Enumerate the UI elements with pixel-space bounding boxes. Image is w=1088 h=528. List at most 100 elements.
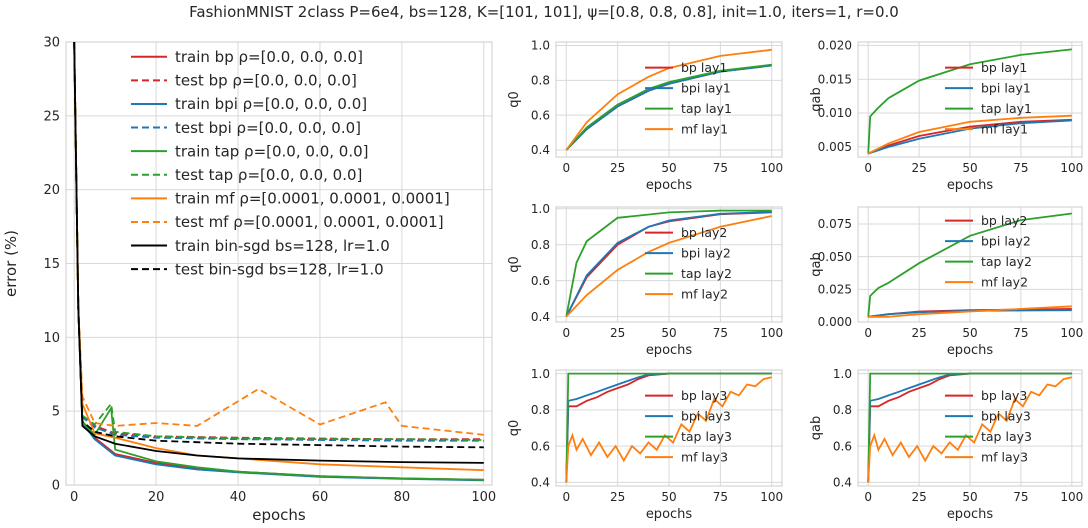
y-tick-label: 1.0 (531, 39, 550, 53)
series-line-bp (867, 118, 1072, 155)
legend-label: bp lay1 (681, 60, 727, 75)
x-tick-label: 25 (911, 490, 926, 504)
x-tick-label: 50 (962, 326, 977, 340)
qab_lay1-axes: 0 25 50 75 100 0.005 0.010 0.015 0.020 epochs qab b… (809, 39, 1083, 193)
x-tick-label: 80 (394, 490, 411, 505)
x-tick-label: 100 (760, 161, 783, 175)
series-line-mf (565, 376, 772, 483)
y-tick-label: 0.6 (531, 274, 550, 288)
series-line-bpi (565, 211, 772, 318)
y-tick-label: 0.020 (818, 39, 852, 53)
y-tick-label: 0.075 (818, 217, 852, 231)
x-axis-label: epochs (646, 343, 693, 358)
y-axis-label: qab (809, 87, 824, 111)
x-tick-label: 100 (760, 326, 783, 340)
legend-label: tap lay1 (681, 101, 732, 116)
y-tick-label: 0.000 (818, 315, 852, 329)
y-tick-label: 0.4 (531, 310, 550, 324)
x-tick-label: 100 (760, 490, 783, 504)
x-tick-label: 75 (713, 326, 728, 340)
x-tick-label: 50 (661, 490, 676, 504)
legend-label: tap lay3 (681, 429, 732, 444)
x-tick-label: 0 (864, 490, 872, 504)
legend-label: bp lay2 (681, 225, 727, 240)
axes-frame (65, 41, 493, 486)
x-axis-label: epochs (646, 507, 693, 522)
qab_lay2-axes: 0 25 50 75 100 0.000 0.025 0.050 0.075 epochs qab b… (809, 206, 1083, 358)
y-tick-label: 0.6 (833, 439, 852, 453)
y-tick-label: 0.025 (818, 283, 852, 297)
x-axis-label: epochs (947, 507, 994, 522)
legend-label: tap lay1 (981, 101, 1032, 116)
y-tick-label: 0.050 (818, 250, 852, 264)
y-tick-label: 10 (43, 331, 60, 346)
x-tick-label: 0 (864, 161, 872, 175)
series-line-sgd-test (73, 42, 484, 449)
y-tick-label: 1.0 (833, 367, 852, 381)
legend-label: mf lay1 (681, 122, 728, 137)
y-tick-label: 25 (43, 109, 60, 124)
legend-label: test tap ρ=[0.0, 0.0, 0.0] (175, 166, 362, 184)
y-axis-label: q0 (507, 420, 522, 437)
x-tick-label: 0 (562, 326, 570, 340)
series-line-mf (867, 114, 1072, 155)
series-line-mf (565, 215, 772, 318)
legend-label: bp lay2 (981, 213, 1027, 228)
x-tick-label: 50 (661, 161, 676, 175)
x-tick-label: 100 (1060, 326, 1083, 340)
legend-label: test mf ρ=[0.0001, 0.0001, 0.0001] (175, 213, 444, 231)
x-tick-label: 20 (148, 490, 165, 505)
legend-label: bpi lay1 (981, 81, 1031, 96)
legend-label: mf lay2 (681, 287, 728, 302)
legend-label: mf lay2 (981, 275, 1028, 290)
figure-title: FashionMNIST 2class P=6e4, bs=128, K=[10… (189, 3, 899, 21)
axes-frame (555, 206, 783, 323)
x-tick-label: 75 (713, 161, 728, 175)
x-tick-label: 75 (1013, 490, 1028, 504)
legend-label: mf lay3 (681, 450, 728, 465)
axes-frame (857, 369, 1083, 487)
y-tick-label: 15 (43, 257, 60, 272)
legend-label: bpi lay3 (681, 409, 731, 424)
series-line-tap (867, 372, 1072, 483)
x-tick-label: 0 (864, 326, 872, 340)
y-tick-label: 0.005 (818, 140, 852, 154)
x-tick-label: 0 (562, 490, 570, 504)
legend-label: bp lay1 (981, 60, 1027, 75)
q0_lay3-axes: 0 25 50 75 100 0.4 0.6 0.8 1.0 epochs q0 bp lay3 bpi… (507, 367, 783, 522)
y-tick-label: 20 (43, 183, 60, 198)
axes-frame (857, 206, 1083, 323)
legend-label: train bpi ρ=[0.0, 0.0, 0.0] (175, 95, 367, 113)
y-tick-label: 0.015 (818, 72, 852, 86)
y-tick-label: 30 (43, 36, 60, 51)
legend-label: bpi lay3 (981, 409, 1031, 424)
legend-label: test bpi ρ=[0.0, 0.0, 0.0] (175, 119, 361, 137)
axes-frame (555, 41, 783, 158)
y-tick-label: 1.0 (531, 367, 550, 381)
x-tick-label: 0 (70, 490, 78, 505)
axes-frame (555, 369, 783, 487)
legend-label: bpi lay2 (681, 246, 731, 261)
y-axis-label: error (%) (2, 230, 20, 297)
qab_lay3-axes: 0 25 50 75 100 0.4 0.6 0.8 1.0 epochs qab bp lay3 bp… (809, 367, 1083, 522)
x-tick-label: 100 (1060, 161, 1083, 175)
x-tick-label: 40 (230, 490, 247, 505)
y-tick-label: 1.0 (531, 202, 550, 216)
x-tick-label: 50 (661, 326, 676, 340)
y-axis-label: q0 (507, 256, 522, 273)
x-tick-label: 75 (1013, 326, 1028, 340)
x-tick-label: 25 (911, 161, 926, 175)
x-tick-label: 60 (312, 490, 329, 505)
series-line-bpi (867, 119, 1072, 155)
series-line-tap (867, 212, 1072, 317)
y-tick-label: 0.8 (833, 403, 852, 417)
series-line-tap (565, 372, 772, 483)
legend-label: mf lay3 (981, 450, 1028, 465)
x-axis-label: epochs (646, 178, 693, 193)
legend-label: train tap ρ=[0.0, 0.0, 0.0] (175, 142, 368, 160)
q0_lay2-axes: 0 25 50 75 100 0.4 0.6 0.8 1.0 epochs q0 bp lay2 bpi… (507, 202, 783, 358)
axes-frame (857, 41, 1083, 158)
y-axis-label: qab (809, 252, 824, 276)
x-tick-label: 50 (962, 161, 977, 175)
